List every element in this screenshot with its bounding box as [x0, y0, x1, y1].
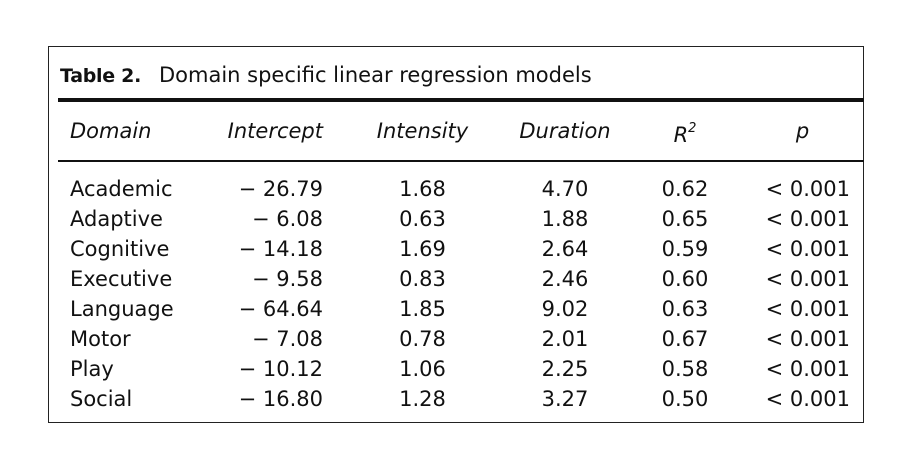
cell-domain: Motor: [70, 327, 131, 351]
cell-p-value: < 0.001: [765, 267, 850, 291]
cell-duration: 2.25: [541, 357, 589, 381]
cell-r-squared: 0.63: [661, 297, 709, 321]
cell-intensity: 1.06: [399, 357, 446, 381]
cell-domain: Social: [70, 387, 133, 411]
cell-duration: 2.64: [541, 237, 589, 261]
cell-intercept: − 14.18: [238, 237, 323, 261]
cell-duration: 2.01: [541, 327, 589, 351]
header-p: p: [795, 119, 810, 143]
cell-r-squared: 0.67: [661, 327, 709, 351]
header-r-base: R: [673, 123, 689, 147]
cell-intercept: − 10.12: [238, 357, 323, 381]
cell-domain: Cognitive: [70, 237, 170, 261]
cell-domain: Academic: [70, 177, 173, 201]
cell-intercept: − 7.08: [251, 327, 323, 351]
cell-intercept: − 9.58: [251, 267, 323, 291]
header-duration: Duration: [519, 119, 611, 143]
cell-p-value: < 0.001: [765, 327, 850, 351]
cell-intensity: 0.78: [399, 327, 446, 351]
cell-intensity: 1.28: [399, 387, 446, 411]
cell-r-squared: 0.65: [661, 207, 709, 231]
table-title: Domain specific linear regression models: [159, 63, 592, 87]
cell-p-value: < 0.001: [765, 297, 850, 321]
cell-intercept: − 26.79: [238, 177, 323, 201]
header-r-superscript: 2: [688, 121, 697, 136]
cell-r-squared: 0.60: [661, 267, 709, 291]
table-frame: [48, 46, 864, 423]
cell-r-squared: 0.50: [661, 387, 709, 411]
cell-intercept: − 6.08: [251, 207, 323, 231]
cell-duration: 2.46: [541, 267, 589, 291]
cell-domain: Language: [70, 297, 174, 321]
cell-duration: 1.88: [541, 207, 589, 231]
cell-p-value: < 0.001: [765, 207, 850, 231]
cell-domain: Executive: [70, 267, 173, 291]
header-intensity: Intensity: [376, 119, 469, 143]
cell-intensity: 0.83: [399, 267, 446, 291]
cell-duration: 3.27: [541, 387, 589, 411]
header-domain: Domain: [70, 119, 152, 143]
cell-intercept: − 16.80: [238, 387, 323, 411]
cell-duration: 4.70: [541, 177, 589, 201]
cell-p-value: < 0.001: [765, 387, 850, 411]
cell-p-value: < 0.001: [765, 237, 850, 261]
cell-r-squared: 0.59: [661, 237, 709, 261]
cell-intensity: 1.68: [399, 177, 446, 201]
cell-r-squared: 0.62: [661, 177, 709, 201]
cell-intercept: − 64.64: [238, 297, 323, 321]
header-rule: [58, 160, 864, 162]
cell-intensity: 1.69: [399, 237, 446, 261]
top-rule: [58, 98, 864, 102]
cell-duration: 9.02: [541, 297, 589, 321]
cell-intensity: 0.63: [399, 207, 446, 231]
table-caption: Table 2. Domain specific linear regressio…: [60, 58, 592, 92]
cell-p-value: < 0.001: [765, 177, 850, 201]
table-label: Table 2.: [60, 65, 141, 87]
cell-r-squared: 0.58: [661, 357, 709, 381]
cell-p-value: < 0.001: [765, 357, 850, 381]
cell-intensity: 1.85: [399, 297, 446, 321]
cell-domain: Adaptive: [70, 207, 163, 231]
cell-domain: Play: [70, 357, 114, 381]
header-intercept: Intercept: [227, 119, 323, 143]
header-r-squared: R2: [650, 114, 720, 148]
